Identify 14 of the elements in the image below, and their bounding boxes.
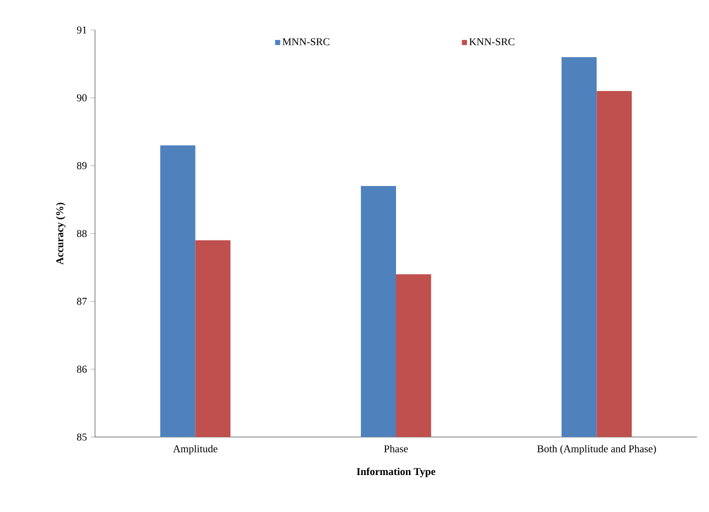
y-tick-label: 88 xyxy=(76,230,87,238)
y-tick-label: 85 xyxy=(76,433,87,441)
x-tick-label: Both (Amplitude and Phase) xyxy=(537,444,656,454)
x-tick-label: Amplitude xyxy=(173,444,218,454)
y-tick-label: 87 xyxy=(76,298,87,305)
x-tick-label: Phase xyxy=(384,444,408,452)
y-tick-label: 91 xyxy=(76,26,86,34)
x-axis-title: Information Type xyxy=(356,468,436,478)
legend-label: KNN-SRC xyxy=(469,38,514,46)
y-tick-label: 89 xyxy=(76,162,87,170)
y-axis-title: Accuracy (%) xyxy=(56,202,66,265)
legend-label: MNN-SRC xyxy=(282,38,330,46)
y-tick-label: 86 xyxy=(76,366,87,373)
y-tick-label: 90 xyxy=(76,94,87,102)
